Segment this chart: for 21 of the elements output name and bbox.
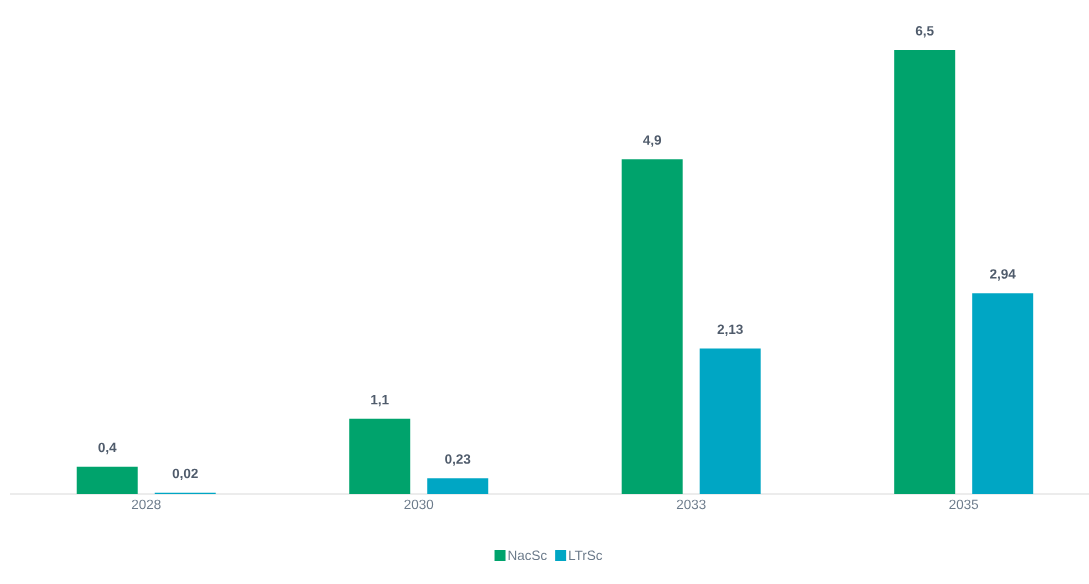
data-label: 0,02 <box>172 468 198 481</box>
bar <box>427 478 489 494</box>
data-label: 4,9 <box>643 135 662 147</box>
data-label: 2,13 <box>717 324 743 336</box>
x-tick-label: 2033 <box>676 499 706 510</box>
data-label: 0,23 <box>445 454 471 466</box>
bar <box>894 50 956 494</box>
legend-label: LTrSc <box>569 550 603 561</box>
x-tick-label: 2030 <box>404 499 434 510</box>
bar <box>972 293 1034 494</box>
data-label: 2,94 <box>990 269 1016 281</box>
legend-label: NacSc <box>508 550 547 561</box>
data-label: 1,1 <box>371 395 389 407</box>
x-tick-label: 2028 <box>131 499 161 510</box>
bar <box>699 348 761 494</box>
bar <box>76 466 138 494</box>
data-label: 0,4 <box>98 442 117 455</box>
bar <box>349 418 411 494</box>
data-label: 6,5 <box>915 26 934 38</box>
bar <box>621 159 683 494</box>
x-tick-label: 2035 <box>949 499 979 510</box>
